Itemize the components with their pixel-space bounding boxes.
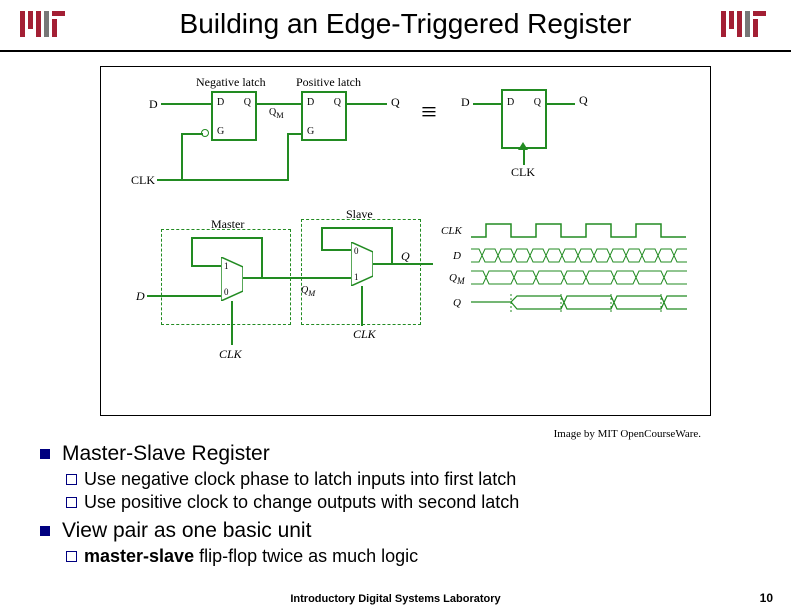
slide-header: Building an Edge-Triggered Register xyxy=(0,0,791,52)
positive-latch-label: Positive latch xyxy=(296,75,361,90)
slide-content: Image by MIT OpenCourseWare. Master-Slav… xyxy=(0,424,791,568)
bullet-text: View pair as one basic unit xyxy=(62,519,311,542)
wave-q-label: Q xyxy=(453,297,461,309)
wire xyxy=(231,301,233,345)
master-mux: 1 0 xyxy=(221,257,243,301)
wire xyxy=(261,237,263,277)
wire xyxy=(391,227,393,263)
wire xyxy=(321,249,351,251)
positive-latch-box: D Q G xyxy=(301,91,347,141)
d-waveform xyxy=(471,247,691,265)
wire xyxy=(181,133,203,135)
wire xyxy=(243,277,303,279)
bullet-master-slave: Master-Slave Register Use negative clock… xyxy=(40,442,761,513)
signal-q: Q xyxy=(579,93,588,108)
equiv-symbol: ≡ xyxy=(421,97,437,129)
wire xyxy=(191,237,261,239)
signal-clk: CLK xyxy=(353,327,376,342)
wire xyxy=(287,133,301,135)
wire xyxy=(287,133,289,181)
signal-d: D xyxy=(136,289,145,304)
wire xyxy=(347,103,387,105)
signal-clk: CLK xyxy=(511,165,535,180)
wire xyxy=(161,103,211,105)
wire xyxy=(191,265,221,267)
signal-q: Q xyxy=(391,95,400,110)
signal-d: D xyxy=(461,95,470,110)
image-credit: Image by MIT OpenCourseWare. xyxy=(40,428,761,440)
signal-qm: QM xyxy=(269,107,284,120)
wire xyxy=(191,237,193,265)
subbullet: master-slave flip-flop twice as much log… xyxy=(62,545,761,568)
wire xyxy=(181,133,183,181)
mit-logo-icon xyxy=(721,11,771,37)
signal-q: Q xyxy=(401,249,410,264)
wire xyxy=(361,286,363,326)
subbullet: Use negative clock phase to latch inputs… xyxy=(62,468,761,491)
negative-latch-box: D Q G xyxy=(211,91,257,141)
signal-qm: QM xyxy=(301,285,315,298)
page-number: 10 xyxy=(760,591,773,605)
wire xyxy=(547,103,575,105)
negative-latch-label: Negative latch xyxy=(196,75,266,90)
wire xyxy=(257,103,301,105)
mit-logo-icon xyxy=(20,11,70,37)
wave-d-label: D xyxy=(453,250,461,262)
slave-mux: 0 1 xyxy=(351,242,373,286)
signal-d: D xyxy=(149,97,158,112)
bullet-text: Master-Slave Register xyxy=(62,442,270,465)
wire xyxy=(303,277,351,279)
bullet-view-pair: View pair as one basic unit master-slave… xyxy=(40,519,761,568)
wire xyxy=(157,179,287,181)
clk-waveform xyxy=(471,222,691,240)
subbullet: Use positive clock to change outputs wit… xyxy=(62,491,761,514)
footer-text: Introductory Digital Systems Laboratory xyxy=(0,593,791,605)
wire xyxy=(147,295,221,297)
wire xyxy=(523,149,525,165)
page-title: Building an Edge-Triggered Register xyxy=(90,8,721,40)
signal-clk: CLK xyxy=(131,173,155,188)
flipflop-box: D Q xyxy=(501,89,547,149)
wire xyxy=(321,227,323,249)
wave-clk-label: CLK xyxy=(441,225,462,237)
qm-waveform xyxy=(471,269,691,287)
wire xyxy=(473,103,501,105)
wave-qm-label: QM xyxy=(449,272,465,286)
signal-clk: CLK xyxy=(219,347,242,362)
circuit-diagram: Negative latch Positive latch D D Q G QM… xyxy=(100,66,711,416)
q-waveform xyxy=(471,294,691,312)
wire xyxy=(321,227,391,229)
